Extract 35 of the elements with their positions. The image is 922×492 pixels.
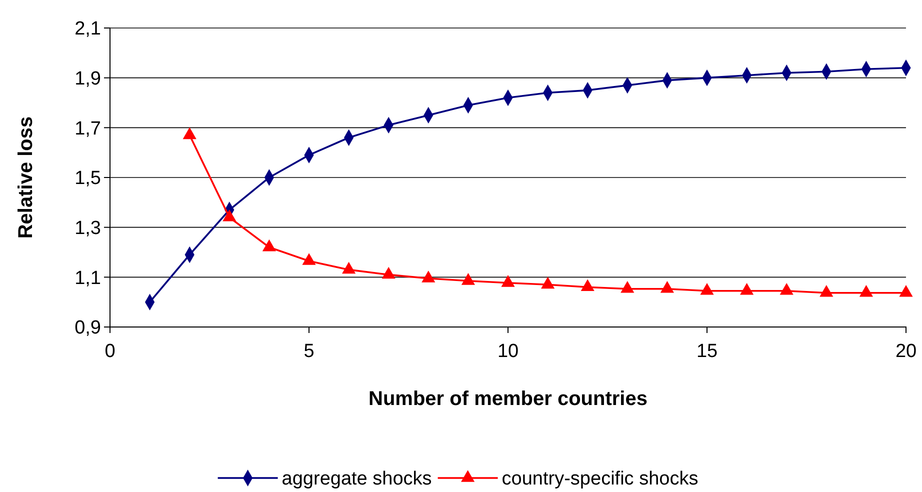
point (660, 281, 674, 293)
point (222, 210, 236, 222)
legend-label: country-specific shocks (502, 468, 698, 490)
x-tick-label: 5 (304, 340, 314, 362)
x-tick-label: 15 (696, 340, 718, 362)
y-tick-label: 2,1 (74, 18, 101, 40)
y-tick-label: 1,7 (74, 118, 101, 140)
y-tick-label: 1,9 (74, 68, 101, 90)
point (700, 283, 714, 295)
y-tick-label: 0,9 (74, 318, 101, 339)
x-tick-label: 20 (895, 340, 917, 362)
point (740, 283, 754, 295)
legend-label: aggregate shocks (282, 468, 432, 490)
point (899, 285, 913, 297)
point (580, 279, 594, 292)
y-tick-label: 1,5 (74, 168, 101, 190)
point (501, 275, 515, 287)
x-tick-label: 0 (104, 340, 116, 362)
x-axis-title: Number of member countries (368, 388, 648, 410)
point (820, 285, 834, 297)
point (780, 283, 794, 295)
point (302, 253, 316, 265)
point (182, 127, 196, 140)
y-tick-label: 1,1 (74, 268, 101, 289)
point (382, 266, 396, 279)
point (422, 270, 436, 282)
point (859, 285, 873, 297)
y-axis-title: Relative loss (15, 116, 37, 239)
y-tick-label: 1,3 (74, 218, 101, 239)
point (461, 273, 475, 285)
point (620, 281, 634, 293)
point (541, 276, 555, 289)
x-tick-label: 10 (497, 340, 519, 362)
point (342, 262, 356, 274)
point (262, 239, 276, 252)
